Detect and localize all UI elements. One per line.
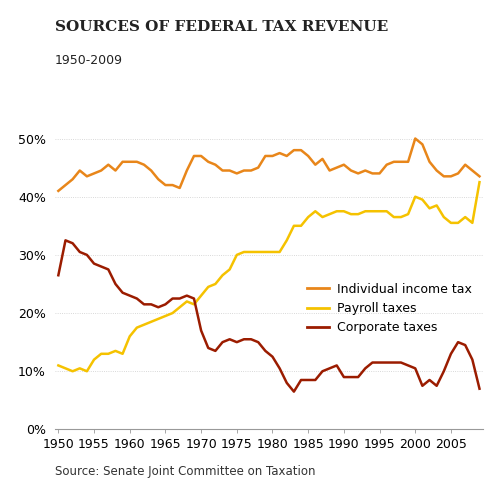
Text: SOURCES OF FEDERAL TAX REVENUE: SOURCES OF FEDERAL TAX REVENUE bbox=[55, 20, 388, 34]
Text: 1950-2009: 1950-2009 bbox=[55, 54, 123, 67]
Legend: Individual income tax, Payroll taxes, Corporate taxes: Individual income tax, Payroll taxes, Co… bbox=[302, 278, 477, 339]
Text: Source: Senate Joint Committee on Taxation: Source: Senate Joint Committee on Taxati… bbox=[55, 465, 315, 478]
